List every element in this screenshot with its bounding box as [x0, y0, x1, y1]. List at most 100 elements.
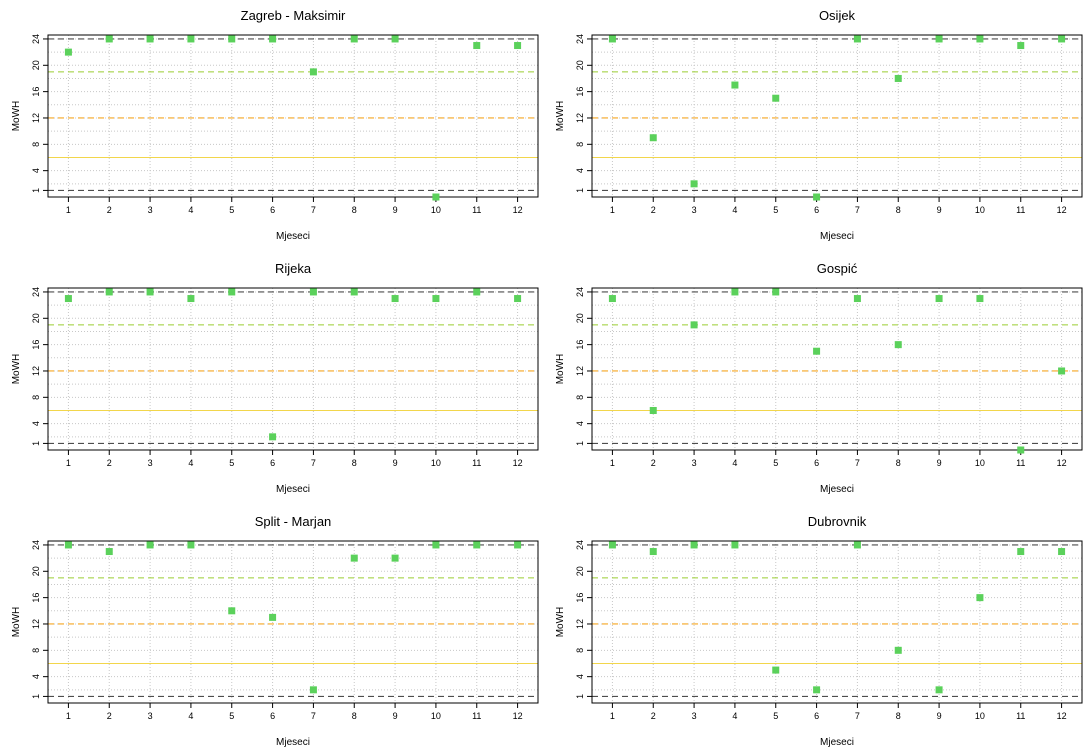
data-point [608, 295, 616, 303]
data-point [935, 35, 943, 43]
data-point [690, 321, 698, 329]
x-tick-label: 9 [393, 458, 398, 468]
y-tick-label: 24 [31, 287, 41, 297]
data-point [309, 686, 317, 694]
data-point [853, 541, 861, 549]
x-tick-label: 10 [975, 711, 985, 721]
y-axis-label: MoWH [11, 101, 22, 132]
x-tick-label: 12 [513, 458, 523, 468]
data-point [391, 295, 399, 303]
data-point [772, 666, 780, 674]
x-tick-label: 7 [855, 458, 860, 468]
x-tick-label: 5 [773, 458, 778, 468]
x-tick-label: 4 [732, 711, 737, 721]
y-tick-label: 4 [31, 168, 41, 173]
x-tick-label: 12 [513, 205, 523, 215]
x-tick-label: 10 [431, 458, 441, 468]
chart-title: Rijeka [275, 261, 312, 276]
x-tick-label: 11 [1016, 711, 1025, 721]
data-point [1017, 42, 1025, 50]
x-tick-label: 5 [229, 458, 234, 468]
x-tick-label: 4 [188, 205, 193, 215]
x-axis-label: Mjeseci [820, 484, 854, 495]
y-tick-label: 24 [575, 540, 585, 550]
data-point [228, 35, 236, 43]
data-point [105, 548, 113, 556]
data-point [608, 35, 616, 43]
data-point [731, 81, 739, 89]
x-tick-label: 8 [352, 458, 357, 468]
y-tick-label: 8 [31, 142, 41, 147]
data-point [228, 288, 236, 296]
x-tick-label: 6 [270, 711, 275, 721]
chart-title: Dubrovnik [808, 514, 867, 529]
data-point [813, 347, 821, 355]
data-point [187, 541, 195, 549]
y-tick-label: 16 [31, 87, 41, 97]
y-tick-label: 16 [575, 87, 585, 97]
data-point [269, 433, 277, 441]
x-tick-label: 4 [188, 711, 193, 721]
x-tick-label: 11 [1016, 205, 1025, 215]
y-tick-label: 20 [31, 60, 41, 70]
x-tick-label: 8 [896, 205, 901, 215]
y-tick-label: 24 [575, 287, 585, 297]
x-tick-label: 10 [975, 458, 985, 468]
plot-frame [47, 34, 539, 198]
x-tick-label: 1 [610, 205, 615, 215]
y-tick-label: 1 [575, 441, 585, 446]
x-tick-label: 8 [896, 711, 901, 721]
x-tick-label: 9 [393, 711, 398, 721]
y-axis-label: MoWH [11, 607, 22, 638]
data-point [690, 541, 698, 549]
y-tick-label: 20 [31, 313, 41, 323]
y-tick-label: 1 [31, 694, 41, 699]
y-tick-label: 16 [31, 340, 41, 350]
data-point [146, 288, 154, 296]
y-tick-label: 16 [575, 593, 585, 603]
y-tick-label: 24 [575, 34, 585, 44]
plot-frame [591, 34, 1083, 198]
y-tick-label: 4 [31, 674, 41, 679]
data-point [649, 548, 657, 556]
y-tick-label: 12 [31, 619, 41, 629]
y-tick-label: 1 [575, 188, 585, 193]
data-point [391, 554, 399, 562]
x-tick-label: 6 [814, 205, 819, 215]
y-tick-label: 24 [31, 540, 41, 550]
y-tick-label: 12 [31, 366, 41, 376]
data-point [976, 295, 984, 303]
data-point [976, 35, 984, 43]
data-point [432, 193, 440, 201]
data-point [1058, 35, 1066, 43]
data-point [473, 541, 481, 549]
data-point [976, 594, 984, 602]
x-tick-label: 6 [270, 458, 275, 468]
x-tick-label: 12 [1057, 458, 1067, 468]
plot-frame [47, 540, 539, 704]
data-point [772, 288, 780, 296]
y-tick-label: 4 [31, 421, 41, 426]
data-point [105, 288, 113, 296]
data-point [473, 288, 481, 296]
chart-title: Gospić [817, 261, 858, 276]
y-tick-label: 20 [31, 566, 41, 576]
x-tick-label: 1 [66, 205, 71, 215]
data-point [649, 406, 657, 414]
data-point [228, 607, 236, 615]
data-point [935, 295, 943, 303]
data-point [649, 134, 657, 142]
data-point [731, 288, 739, 296]
data-point [935, 686, 943, 694]
y-tick-label: 12 [575, 113, 585, 123]
y-axis-label: MoWH [11, 354, 22, 385]
x-tick-label: 11 [472, 711, 481, 721]
y-tick-label: 8 [575, 648, 585, 653]
y-tick-label: 16 [575, 340, 585, 350]
data-point [514, 295, 522, 303]
data-point [146, 35, 154, 43]
x-tick-label: 7 [311, 711, 316, 721]
